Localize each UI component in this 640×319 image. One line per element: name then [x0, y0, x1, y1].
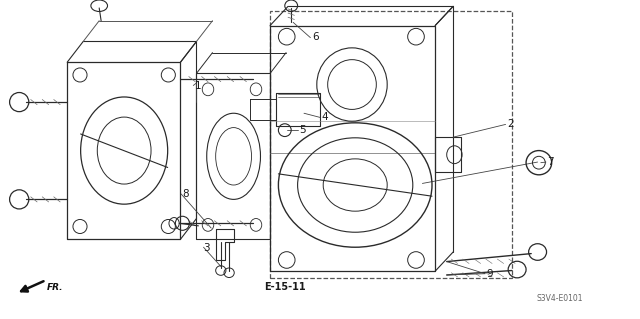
Text: E-15-11: E-15-11 [264, 282, 306, 292]
Text: 1: 1 [195, 81, 202, 91]
Text: FR.: FR. [47, 283, 63, 292]
Text: 3: 3 [204, 243, 210, 253]
Bar [270, 11, 512, 278]
Text: 5: 5 [300, 125, 306, 135]
Text: 4: 4 [321, 112, 328, 122]
Text: 7: 7 [547, 157, 554, 167]
Text: 2: 2 [507, 119, 513, 130]
Text: 9: 9 [486, 269, 493, 279]
Text: 8: 8 [182, 189, 189, 199]
Text: 6: 6 [312, 32, 319, 42]
Text: S3V4-E0101: S3V4-E0101 [536, 294, 583, 303]
